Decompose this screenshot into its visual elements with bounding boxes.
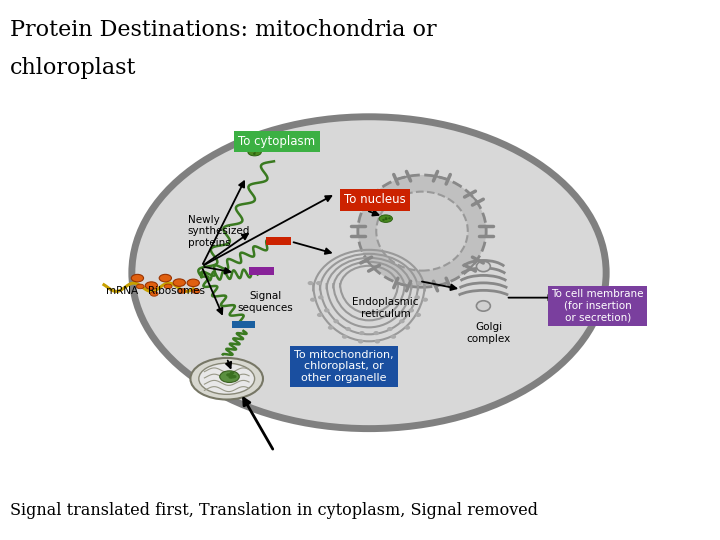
Circle shape — [425, 281, 431, 285]
Ellipse shape — [190, 358, 263, 400]
Circle shape — [228, 374, 233, 377]
Text: To nucleus: To nucleus — [343, 193, 405, 206]
Circle shape — [328, 326, 333, 330]
Bar — [233, 321, 255, 328]
Circle shape — [359, 331, 364, 335]
Ellipse shape — [379, 215, 392, 222]
Circle shape — [346, 327, 351, 331]
Ellipse shape — [145, 282, 158, 289]
Circle shape — [559, 289, 562, 291]
Text: Endoplasmic
reticulum: Endoplasmic reticulum — [353, 297, 419, 319]
Circle shape — [384, 218, 387, 220]
Text: To cell membrane
(for insertion
or secretion): To cell membrane (for insertion or secre… — [552, 289, 644, 322]
Ellipse shape — [150, 292, 158, 296]
Circle shape — [333, 319, 339, 323]
Circle shape — [318, 295, 323, 299]
Circle shape — [358, 339, 364, 343]
Circle shape — [415, 295, 420, 299]
Circle shape — [256, 150, 259, 152]
Text: To cytoplasm: To cytoplasm — [238, 135, 315, 148]
Text: mRNA: mRNA — [107, 286, 138, 296]
Circle shape — [307, 281, 313, 285]
Circle shape — [382, 219, 385, 221]
Text: Golgi
complex: Golgi complex — [467, 322, 511, 344]
Circle shape — [225, 374, 230, 377]
Text: chloroplast: chloroplast — [10, 57, 137, 79]
Bar — [249, 267, 274, 275]
Circle shape — [251, 149, 253, 151]
Circle shape — [230, 377, 235, 380]
Circle shape — [388, 217, 391, 219]
Circle shape — [399, 319, 405, 323]
Circle shape — [423, 298, 428, 302]
Ellipse shape — [199, 363, 255, 394]
Circle shape — [374, 339, 380, 343]
Circle shape — [408, 308, 414, 313]
Text: Ribosomes: Ribosomes — [148, 286, 205, 296]
Ellipse shape — [159, 274, 171, 282]
Ellipse shape — [377, 192, 468, 271]
Circle shape — [559, 291, 562, 293]
Ellipse shape — [248, 148, 261, 156]
Ellipse shape — [220, 371, 239, 382]
Circle shape — [228, 376, 233, 379]
Circle shape — [342, 335, 348, 339]
Circle shape — [253, 151, 256, 153]
Ellipse shape — [187, 279, 199, 287]
Ellipse shape — [555, 288, 568, 295]
Circle shape — [415, 313, 421, 317]
Circle shape — [387, 327, 392, 331]
Circle shape — [390, 335, 396, 339]
Circle shape — [559, 290, 562, 292]
Circle shape — [374, 331, 379, 335]
Ellipse shape — [358, 175, 486, 287]
Circle shape — [324, 308, 330, 313]
Text: Signal
sequences: Signal sequences — [238, 291, 294, 313]
Ellipse shape — [164, 284, 172, 289]
Text: Newly
synthesized
proteins: Newly synthesized proteins — [188, 214, 250, 248]
Circle shape — [384, 217, 387, 219]
Ellipse shape — [136, 284, 144, 289]
Ellipse shape — [131, 274, 143, 282]
Circle shape — [310, 298, 315, 302]
Circle shape — [223, 373, 228, 376]
Ellipse shape — [192, 289, 200, 293]
Circle shape — [317, 313, 323, 317]
Ellipse shape — [477, 261, 490, 272]
Circle shape — [405, 326, 410, 330]
Circle shape — [228, 375, 232, 379]
Ellipse shape — [173, 279, 186, 286]
Ellipse shape — [477, 301, 490, 311]
Text: Protein Destinations: mitochondria or: Protein Destinations: mitochondria or — [10, 19, 437, 41]
Circle shape — [253, 153, 256, 155]
Text: To mitochondrion,
chloroplast, or
other organelle: To mitochondrion, chloroplast, or other … — [294, 350, 394, 383]
Circle shape — [559, 289, 562, 292]
Ellipse shape — [178, 289, 186, 293]
Ellipse shape — [132, 117, 606, 429]
Bar — [266, 238, 291, 245]
Circle shape — [316, 281, 322, 285]
Circle shape — [416, 281, 422, 285]
Text: Signal translated first, Translation in cytoplasm, Signal removed: Signal translated first, Translation in … — [10, 503, 538, 519]
